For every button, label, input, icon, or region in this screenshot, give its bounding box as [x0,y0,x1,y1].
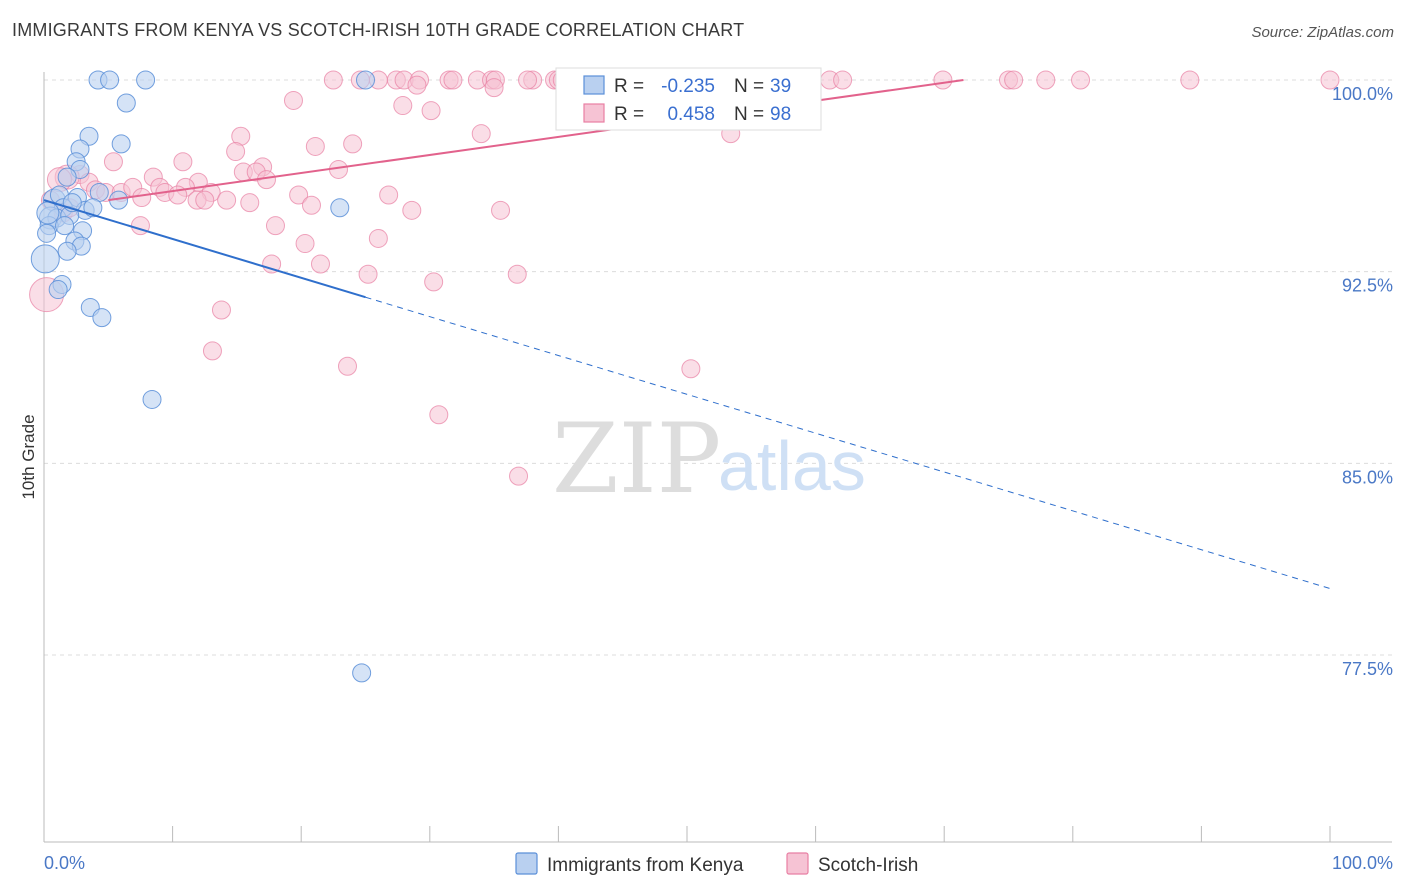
legend-n-label-kenya: N = [734,76,764,97]
scotch-irish-point-79 [368,228,388,248]
scotch-irish-point-66 [132,188,152,208]
scotch-irish-point-73 [491,200,511,220]
legend-r-label-scotch-irish: R = [614,104,644,125]
scotch-irish-point-43 [103,152,123,172]
scotch-irish-point-88 [337,356,357,376]
scotch-irish-point-87 [202,341,222,361]
scotch-irish-point-23 [933,70,953,90]
legend-r-label-kenya: R = [614,76,644,97]
scotch-irish-point-86 [211,300,231,320]
bottom-legend-label-kenya: Immigrants from Kenya [547,855,744,876]
scotch-irish-point-84 [507,264,527,284]
legend-r-value-scotch-irish: 0.458 [667,104,715,125]
scotch-irish-point-7 [443,70,463,90]
scotch-irish-point-0 [323,70,343,90]
scotch-irish-point-32 [407,75,427,95]
scotch-irish-point-80 [295,234,315,254]
stats-legend: R = -0.235 N = 39 R = 0.458 N = 98 [555,67,822,131]
scotch-irish-point-28 [1180,70,1200,90]
kenya-point-35 [142,389,162,409]
kenya-point-29 [57,241,77,261]
scotch-irish-point-70 [240,193,260,213]
legend-r-value-kenya: -0.235 [661,76,715,97]
scotch-irish-point-89 [681,359,701,379]
watermark-zip: ZIP [552,403,721,515]
kenya-points [30,70,375,683]
scotch-irish-point-78 [265,216,285,236]
scotch-irish-point-34 [283,90,303,110]
kenya-trend-extension [365,296,1331,590]
scotch-irish-point-37 [471,124,491,144]
watermark: ZIP atlas [552,403,866,515]
kenya-point-36 [352,663,372,683]
bottom-legend-swatch-scotch-irish [786,852,809,875]
y-tick-label-3: 100.0% [1332,84,1393,104]
kenya-point-26 [37,223,57,243]
kenya-point-1 [100,70,120,90]
scotch-irish-point-69 [217,190,237,210]
legend-swatch-scotch-irish [583,103,605,123]
tick-labels: 77.5% 85.0% 92.5% 100.0% 0.0% 100.0% [44,84,1393,873]
scotch-irish-point-64 [379,185,399,205]
scotch-irish-point-33 [484,78,504,98]
legend-n-label-scotch-irish: N = [734,104,764,125]
kenya-point-3 [356,70,375,90]
scotch-irish-point-25 [1004,70,1024,90]
scotch-irish-point-83 [358,264,378,284]
kenya-point-6 [111,134,131,154]
kenya-point-19 [330,198,350,218]
bottom-legend-swatch-kenya [515,852,538,875]
kenya-point-10 [57,167,77,187]
legend-swatch-kenya [583,75,605,95]
scotch-irish-point-71 [301,195,321,215]
scotch-irish-point-36 [421,101,441,121]
kenya-point-2 [136,70,156,90]
x-tick-label-0: 0.0% [44,853,85,873]
scotch-irish-point-26 [1036,70,1056,90]
chart-title: IMMIGRANTS FROM KENYA VS SCOTCH-IRISH 10… [12,20,745,40]
kenya-point-32 [48,280,68,300]
scotch-irish-point-72 [402,200,422,220]
kenya-trend-line [43,199,366,299]
scotch-irish-point-82 [310,254,330,274]
scotch-irish-point-30 [518,70,538,90]
scotch-irish-point-42 [226,142,246,162]
scotch-irish-point-68 [195,190,215,210]
watermark-atlas: atlas [718,427,866,505]
legend-n-value-scotch-irish: 98 [770,104,791,125]
bottom-legend: Immigrants from Kenya Scotch-Irish [515,852,918,876]
y-tick-label-0: 77.5% [1342,659,1393,679]
kenya-point-24 [55,216,75,236]
scotch-irish-point-44 [173,152,193,172]
scotch-irish-point-85 [424,272,444,292]
legend-n-value-kenya: 39 [770,76,791,97]
kenya-point-18 [83,198,103,218]
scotch-irish-point-41 [305,136,325,156]
scotch-irish-point-29 [1320,70,1340,90]
x-tick-label-1: 100.0% [1332,853,1393,873]
source-label: Source: ZipAtlas.com [1251,24,1394,41]
scotch-irish-point-90 [429,405,449,425]
kenya-point-37 [36,201,60,225]
y-tick-label-2: 92.5% [1342,276,1393,296]
kenya-point-34 [92,308,112,328]
scotch-irish-point-22 [833,70,853,90]
bottom-legend-label-scotch-irish: Scotch-Irish [818,855,918,876]
scotch-irish-point-35 [393,96,413,116]
scotch-irish-point-40 [343,134,363,154]
y-axis-title: 10th Grade [19,414,38,499]
y-tick-label-1: 85.0% [1342,467,1393,487]
scotch-irish-point-65 [289,185,309,205]
scotch-irish-point-91 [509,466,529,486]
kenya-point-4 [116,93,136,113]
kenya-point-30 [30,244,60,274]
scotch-irish-point-27 [1071,70,1091,90]
